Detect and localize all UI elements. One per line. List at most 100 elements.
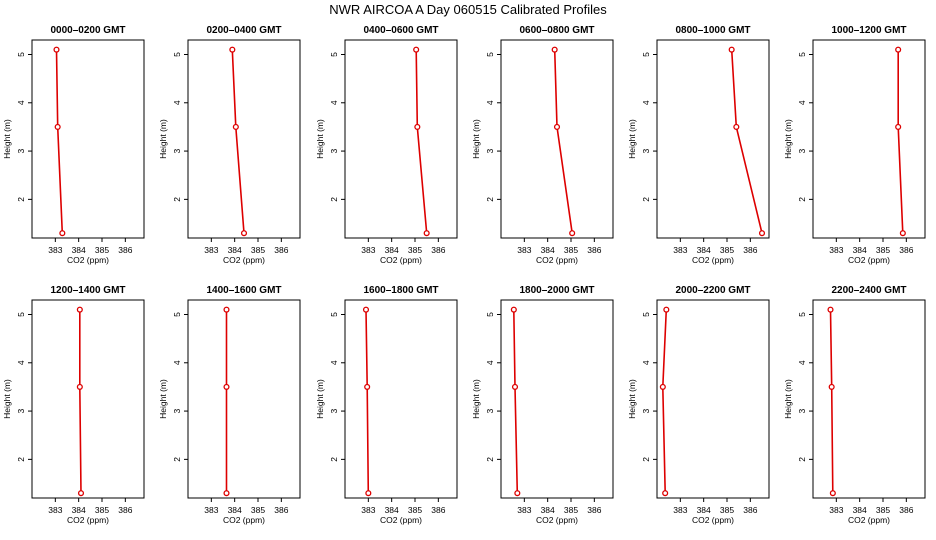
panel-title: 0800–1000 GMT: [675, 25, 750, 36]
plot-frame: [31, 39, 145, 239]
x-tick-label: 384: [72, 505, 86, 515]
y-tick-label: 4: [797, 100, 807, 105]
x-tick-label: 383: [48, 505, 62, 515]
y-tick-label: 3: [16, 148, 26, 153]
profile-point: [365, 490, 372, 497]
x-axis-label: CO2 (ppm): [67, 255, 109, 265]
y-axis-label: Height (m): [315, 379, 325, 419]
y-tick-label: 3: [797, 408, 807, 413]
y-tick-label: 5: [16, 52, 26, 57]
profile-point: [553, 123, 561, 130]
y-tick-label: 4: [641, 360, 651, 365]
panel-7: 1200–1400 GMT 383 384 385 386 CO2 (ppm) 2 3 4 5 He…: [2, 285, 145, 525]
x-tick-label: 385: [408, 245, 422, 255]
y-tick-label: 4: [329, 100, 339, 105]
y-axis-label: Height (m): [2, 379, 12, 419]
x-tick-label: 383: [48, 245, 62, 255]
profile-point: [223, 306, 230, 313]
y-tick-label: 3: [641, 148, 651, 153]
profile-point: [663, 306, 670, 313]
y-tick-label: 3: [797, 148, 807, 153]
profile-point: [76, 306, 83, 313]
profile-point: [229, 46, 236, 53]
profile-point: [240, 230, 248, 237]
x-tick-label: 386: [899, 245, 913, 255]
profile-point: [59, 230, 66, 237]
profile-point: [413, 46, 420, 53]
y-tick-label: 2: [329, 197, 339, 202]
x-tick-label: 385: [876, 245, 890, 255]
y-tick-label: 2: [485, 457, 495, 462]
x-tick-label: 385: [95, 505, 109, 515]
y-axis-label: Height (m): [627, 379, 637, 419]
y-tick-label: 5: [172, 52, 182, 57]
y-tick-label: 5: [329, 312, 339, 317]
plot-frame: [656, 299, 770, 499]
panel-12: 2200–2400 GMT 383 384 385 386 CO2 (ppm) 2 3 4 5 He…: [783, 285, 926, 525]
x-tick-label: 384: [697, 505, 711, 515]
x-tick-label: 385: [720, 505, 734, 515]
y-tick-label: 3: [16, 408, 26, 413]
y-tick-label: 2: [797, 197, 807, 202]
plot-frame: [656, 39, 770, 239]
profile-point: [828, 383, 835, 390]
panel-title: 0400–0600 GMT: [363, 25, 438, 36]
profile-point: [827, 306, 834, 313]
x-tick-label: 386: [743, 245, 757, 255]
profile-line: [730, 49, 763, 234]
x-tick-label: 385: [251, 505, 265, 515]
y-axis-label: Height (m): [471, 119, 481, 159]
panel-11: 2000–2200 GMT 383 384 385 386 CO2 (ppm) 2 3 4 5 He…: [627, 285, 770, 525]
x-tick-label: 384: [697, 245, 711, 255]
profile-line: [661, 309, 668, 494]
plot-frame: [500, 39, 614, 239]
x-tick-label: 383: [829, 245, 843, 255]
profile-point: [569, 230, 576, 237]
y-tick-label: 5: [485, 312, 495, 317]
x-axis-label: CO2 (ppm): [692, 515, 734, 525]
plot-frame: [812, 39, 926, 239]
x-axis-label: CO2 (ppm): [223, 515, 265, 525]
x-tick-label: 384: [72, 245, 86, 255]
profile-line: [231, 49, 245, 234]
y-tick-label: 3: [641, 408, 651, 413]
x-tick-label: 386: [118, 245, 132, 255]
panel-title: 0000–0200 GMT: [50, 25, 125, 36]
profile-point: [77, 490, 85, 497]
y-tick-label: 4: [16, 100, 26, 105]
profile-point: [423, 230, 430, 237]
panel-title: 1400–1600 GMT: [206, 285, 281, 296]
y-tick-label: 2: [485, 197, 495, 202]
profile-point: [733, 123, 740, 130]
panel-title: 0600–0800 GMT: [519, 25, 594, 36]
panel-1: 0000–0200 GMT 383 384 385 386 CO2 (ppm) 2 3 4 5 He…: [2, 25, 145, 265]
panel-title: 1800–2000 GMT: [519, 285, 594, 296]
x-tick-label: 386: [431, 245, 445, 255]
x-tick-label: 386: [587, 245, 601, 255]
y-tick-label: 2: [329, 457, 339, 462]
x-tick-label: 383: [361, 245, 375, 255]
x-tick-label: 386: [274, 505, 288, 515]
y-tick-label: 2: [172, 457, 182, 462]
panel-5: 0800–1000 GMT 383 384 385 386 CO2 (ppm) 2 3 4 5 He…: [627, 25, 770, 265]
profile-point: [659, 383, 666, 390]
y-tick-label: 5: [641, 52, 651, 57]
profile-point: [895, 123, 902, 130]
profile-point: [223, 490, 230, 497]
y-tick-label: 5: [329, 52, 339, 57]
x-tick-label: 383: [517, 505, 531, 515]
profile-point: [829, 490, 836, 497]
x-tick-label: 385: [408, 505, 422, 515]
plot-frame: [812, 299, 926, 499]
y-tick-label: 3: [329, 408, 339, 413]
x-tick-label: 386: [118, 505, 132, 515]
x-tick-label: 385: [720, 245, 734, 255]
profile-point: [662, 490, 669, 497]
x-tick-label: 384: [853, 245, 867, 255]
plot-frame: [187, 39, 301, 239]
y-tick-label: 5: [172, 312, 182, 317]
panel-title: 1600–1800 GMT: [363, 285, 438, 296]
y-axis-label: Height (m): [471, 379, 481, 419]
y-tick-label: 2: [16, 197, 26, 202]
